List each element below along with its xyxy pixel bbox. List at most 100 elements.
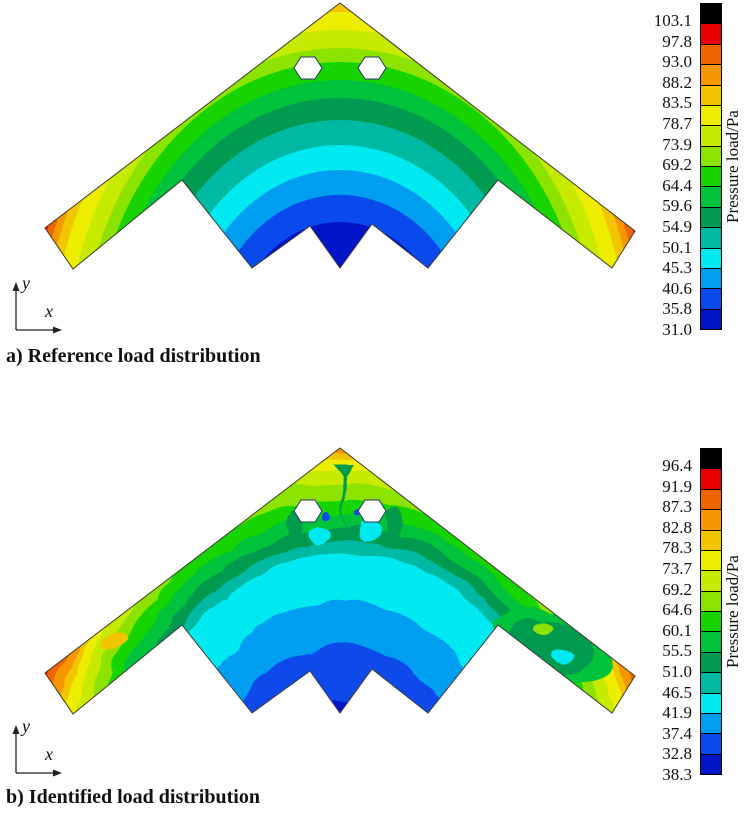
colorbar-segment (701, 449, 721, 470)
colorbar-tick: 103.1 (653, 11, 692, 30)
x-axis-label-b: x (45, 744, 53, 764)
colorbar-segment (701, 469, 721, 490)
colorbar-tick: 82.8 (662, 517, 692, 537)
colorbar-segment (701, 126, 721, 147)
colorbar-tick: 46.5 (662, 682, 692, 702)
engine-intake-cutout-left-b (293, 499, 323, 523)
colorbar-tick: 55.5 (662, 641, 692, 661)
colorbar-tick: 69.2 (662, 155, 692, 175)
left-wing-gold-pocket (97, 628, 127, 648)
colorbar-tick: 78.7 (662, 114, 692, 133)
colorbar-tick: 41.9 (662, 703, 692, 723)
caption-panel-a: a) Reference load distribution (6, 345, 261, 367)
panel-b-wavy-field (45, 448, 635, 714)
colorbar-segment (701, 754, 721, 774)
caption-panel-b: b) Identified load distribution (6, 786, 260, 808)
colorbar-tick: 91.9 (662, 476, 692, 496)
colorbar-tick: 83.5 (662, 93, 692, 113)
x-axis-label-a: x (45, 301, 53, 321)
colorbar-tick: 60.1 (662, 620, 692, 640)
colorbar-segment (701, 44, 721, 66)
colorbar-segment (701, 65, 721, 86)
contour-blob (547, 646, 569, 662)
colorbar-tick: 59.6 (662, 196, 692, 216)
panel-a-contour-bands (45, 3, 635, 269)
colorbar-segment (701, 632, 721, 653)
colorbar-segment (701, 530, 721, 551)
axis-indicator-b (12, 725, 62, 777)
colorbar-tick: 73.9 (662, 134, 692, 154)
colorbar-segment (701, 571, 721, 592)
colorbar-b-bar (700, 448, 722, 775)
engine-intake-cutout-right-b (357, 499, 387, 523)
colorbar-segment (701, 289, 721, 310)
y-axis-label-b: y (22, 716, 30, 736)
colorbar-tick: 93.0 (662, 52, 692, 72)
colorbar-tick: 69.2 (662, 579, 692, 599)
colorbar-tick: 64.6 (662, 600, 692, 620)
colorbar-segment (701, 510, 721, 531)
colorbar-tick: 87.3 (662, 497, 692, 517)
colorbar-segment (701, 105, 721, 127)
colorbar-segment (701, 207, 721, 229)
contour-blob (355, 520, 377, 538)
y-axis-arrowhead (12, 282, 20, 291)
colorbar-segment (701, 309, 721, 329)
colorbar-segment (701, 268, 721, 290)
colorbar-segment (701, 693, 721, 714)
y-axis-arrowhead (12, 725, 20, 734)
colorbar-tick: 96.4 (662, 456, 692, 475)
colorbar-a-title: Pressure load/Pa (723, 110, 742, 223)
engine-intake-cutout-left-a (293, 56, 323, 80)
contour-plots-svg (12, 2, 636, 777)
contour-blob (304, 522, 326, 540)
planform-outline-a (44, 2, 636, 270)
y-axis-label-a: y (22, 273, 30, 293)
planform-outline-b (44, 447, 636, 715)
colorbar-tick: 38.3 (662, 765, 692, 784)
colorbar-tick: 45.3 (662, 258, 692, 278)
colorbar-segment (701, 146, 721, 167)
x-axis-arrowhead (53, 326, 62, 334)
colorbar-tick: 32.8 (662, 744, 692, 764)
colorbar-tick: 97.8 (662, 31, 692, 51)
colorbar-segment (701, 550, 721, 572)
colorbar-a-bar (700, 3, 722, 330)
center-dark-green-finger (330, 461, 350, 533)
colorbar-tick: 54.9 (662, 217, 692, 236)
panel-b-contour-plot (45, 448, 635, 714)
colorbar-a: 103.1 97.8 93.0 88.2 83.5 78.7 73.9 69.2 64.4 59.… (0, 3, 750, 339)
contour-blob (529, 617, 551, 633)
x-axis-arrowhead (53, 769, 62, 777)
colorbar-segment (701, 734, 721, 755)
colorbar-tick: 78.3 (662, 538, 692, 558)
panel-b-contour-bands (45, 448, 635, 714)
colorbar-segment (701, 228, 721, 249)
colorbar-tick: 50.1 (662, 237, 692, 257)
colorbar-segment (701, 591, 721, 612)
colorbar-tick: 35.8 (662, 299, 692, 319)
colorbar-segment (701, 248, 721, 269)
colorbar-b: 96.4 91.9 87.3 82.8 78.3 73.7 69.2 64.6 60.1 55.5… (0, 448, 750, 784)
colorbar-tick: 40.6 (662, 278, 692, 298)
colorbar-tick: 31.0 (662, 320, 692, 339)
colorbar-segment (701, 673, 721, 694)
colorbar-segment (701, 24, 721, 45)
colorbar-segment (701, 652, 721, 674)
colorbar-b-title: Pressure load/Pa (723, 555, 742, 668)
colorbar-segment (701, 187, 721, 208)
colorbar-segment (701, 167, 721, 188)
colorbar-segment (701, 489, 721, 511)
colorbar-segment (701, 713, 721, 735)
colorbar-segment (701, 85, 721, 106)
colorbar-tick: 51.0 (662, 662, 692, 681)
contour-blob (97, 628, 127, 648)
colorbar-segment (701, 612, 721, 633)
engine-intake-cutout-right-a (357, 56, 387, 80)
colorbar-tick: 37.4 (662, 723, 692, 743)
colorbar-segment (701, 4, 721, 25)
colorbar-tick: 64.4 (662, 175, 692, 195)
colorbar-tick: 73.7 (662, 559, 692, 578)
colorbar-tick: 88.2 (662, 72, 692, 92)
